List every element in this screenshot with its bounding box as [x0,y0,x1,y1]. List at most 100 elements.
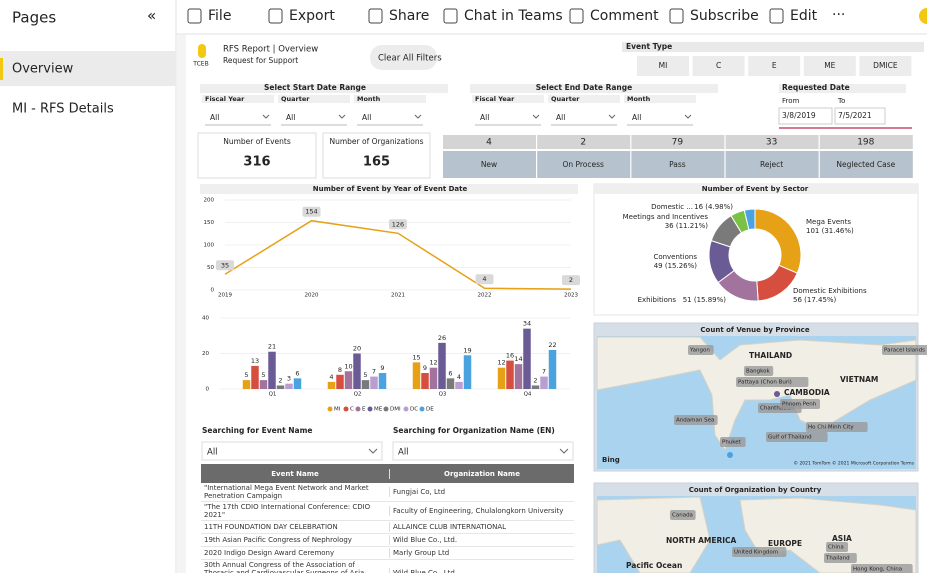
y-tick-label: 0 [206,387,210,393]
status-label-cell[interactable] [725,151,819,178]
map-label: Phnom Penh [782,402,817,408]
event-type-option[interactable] [748,56,801,76]
toolbar-icon [443,8,458,24]
table-cell: "The 17th CDIO International Conference:… [204,503,371,519]
table-cell: ALLAINCE CLUB INTERNATIONAL [389,522,574,532]
toolbar-button[interactable]: Export [289,8,335,24]
more-button[interactable]: ··· [832,7,845,23]
donut-slice [743,208,756,231]
bar [497,367,506,389]
map-label-bg [826,542,848,552]
toolbar-button[interactable]: File [208,8,231,24]
event-type-option[interactable] [637,56,689,76]
toolbar-button[interactable]: Edit [790,8,818,24]
slice-value: 16 (4.98%) [694,203,733,211]
bar [361,380,370,389]
event-type-option[interactable] [803,56,856,76]
slicer-title: Select Start Date Range [264,83,366,92]
column-header: Organization Name [389,468,574,479]
toolbar-button[interactable]: Comment [590,8,659,24]
map-label: THAILAND [749,351,792,360]
dropdown-value[interactable]: All [286,113,295,122]
toolbar-icon [669,8,684,24]
avatar[interactable] [919,8,927,24]
search-label: Searching for Event Name [202,426,313,435]
bar [463,355,472,389]
toolbar-button[interactable]: Subscribe [690,8,759,24]
kpi-value: 316 [243,155,270,170]
dropdown-value[interactable]: All [210,113,219,122]
data-label: 26 [438,334,446,342]
map-land [739,497,917,573]
map-label-bg [851,564,913,573]
bar [446,378,455,389]
search-dropdown[interactable] [392,441,574,461]
map-label-bg [806,422,868,432]
field-label: Quarter [281,95,310,103]
data-label-bg [562,275,580,286]
event-type-option[interactable] [692,56,745,76]
active-page[interactable] [0,51,176,86]
bar [514,364,523,389]
data-label: 154 [305,208,317,216]
collapse-button[interactable]: « [147,7,156,25]
logo-text: TCEB [192,61,208,68]
status-label-cell[interactable] [537,151,631,178]
y-tick-label: 20 [202,351,209,357]
data-label-bg [216,260,234,271]
data-label: 3 [287,375,291,383]
bar [370,376,378,389]
map-label: Canada [672,513,693,519]
dropdown-value[interactable]: All [556,113,565,122]
toolbar-button[interactable]: Chat in Teams [464,8,563,24]
status-count-cell [819,135,913,149]
bar [548,349,557,389]
status-label-cell[interactable] [443,151,536,178]
status-label-cell[interactable] [631,151,725,178]
slicer-header [200,84,448,93]
clear-filters-text: Clear All Filters [378,54,442,64]
data-label: 13 [251,357,259,365]
field-label: Month [357,95,381,103]
map-label: CAMBODIA [784,388,830,397]
dropdown-value[interactable]: All [480,113,489,122]
data-label: 8 [338,366,342,374]
kpi-card [322,132,431,179]
toolbar-button[interactable]: Share [389,8,429,24]
data-label: 5 [363,371,367,379]
data-label: 2 [533,376,537,384]
status-count-cell [443,135,536,149]
clear-filters-button[interactable] [370,45,437,70]
bar [327,381,336,389]
bar [540,376,548,389]
status-label: Reject [760,160,783,169]
status-count: 4 [486,138,492,148]
map-label: Pattaya (Chon Buri) [738,380,792,386]
status-label-cell[interactable] [819,151,913,178]
column-header: Event Name [271,469,319,478]
page-link[interactable]: Overview [12,62,74,77]
map-label-bg [732,547,787,557]
table-row: 30th Annual Congress of the Association … [201,560,574,573]
event-type-option[interactable] [859,56,912,76]
search-dropdown[interactable] [201,441,383,461]
date-input[interactable] [778,107,833,125]
page-link[interactable]: MI - RFS Details [12,102,114,117]
map-provider: Bing [602,456,620,464]
bar [293,378,302,389]
bar [455,381,463,389]
map-label: Paracel Islands [884,348,925,354]
chevron [684,114,692,119]
map-label-bg [670,510,696,520]
data-label: 35 [221,261,229,269]
date-input[interactable] [834,107,886,125]
dropdown-value[interactable]: All [632,113,641,122]
status-count: 33 [766,138,777,148]
search-value: All [398,448,409,458]
table-row: 2020 Indigo Design Award Ceremony Marly G… [201,547,574,560]
slicer-header [470,84,718,93]
dropdown-value[interactable]: All [362,113,371,122]
legend-label: DMI [390,407,401,413]
chevron [368,448,378,454]
data-label: 9 [423,364,427,372]
